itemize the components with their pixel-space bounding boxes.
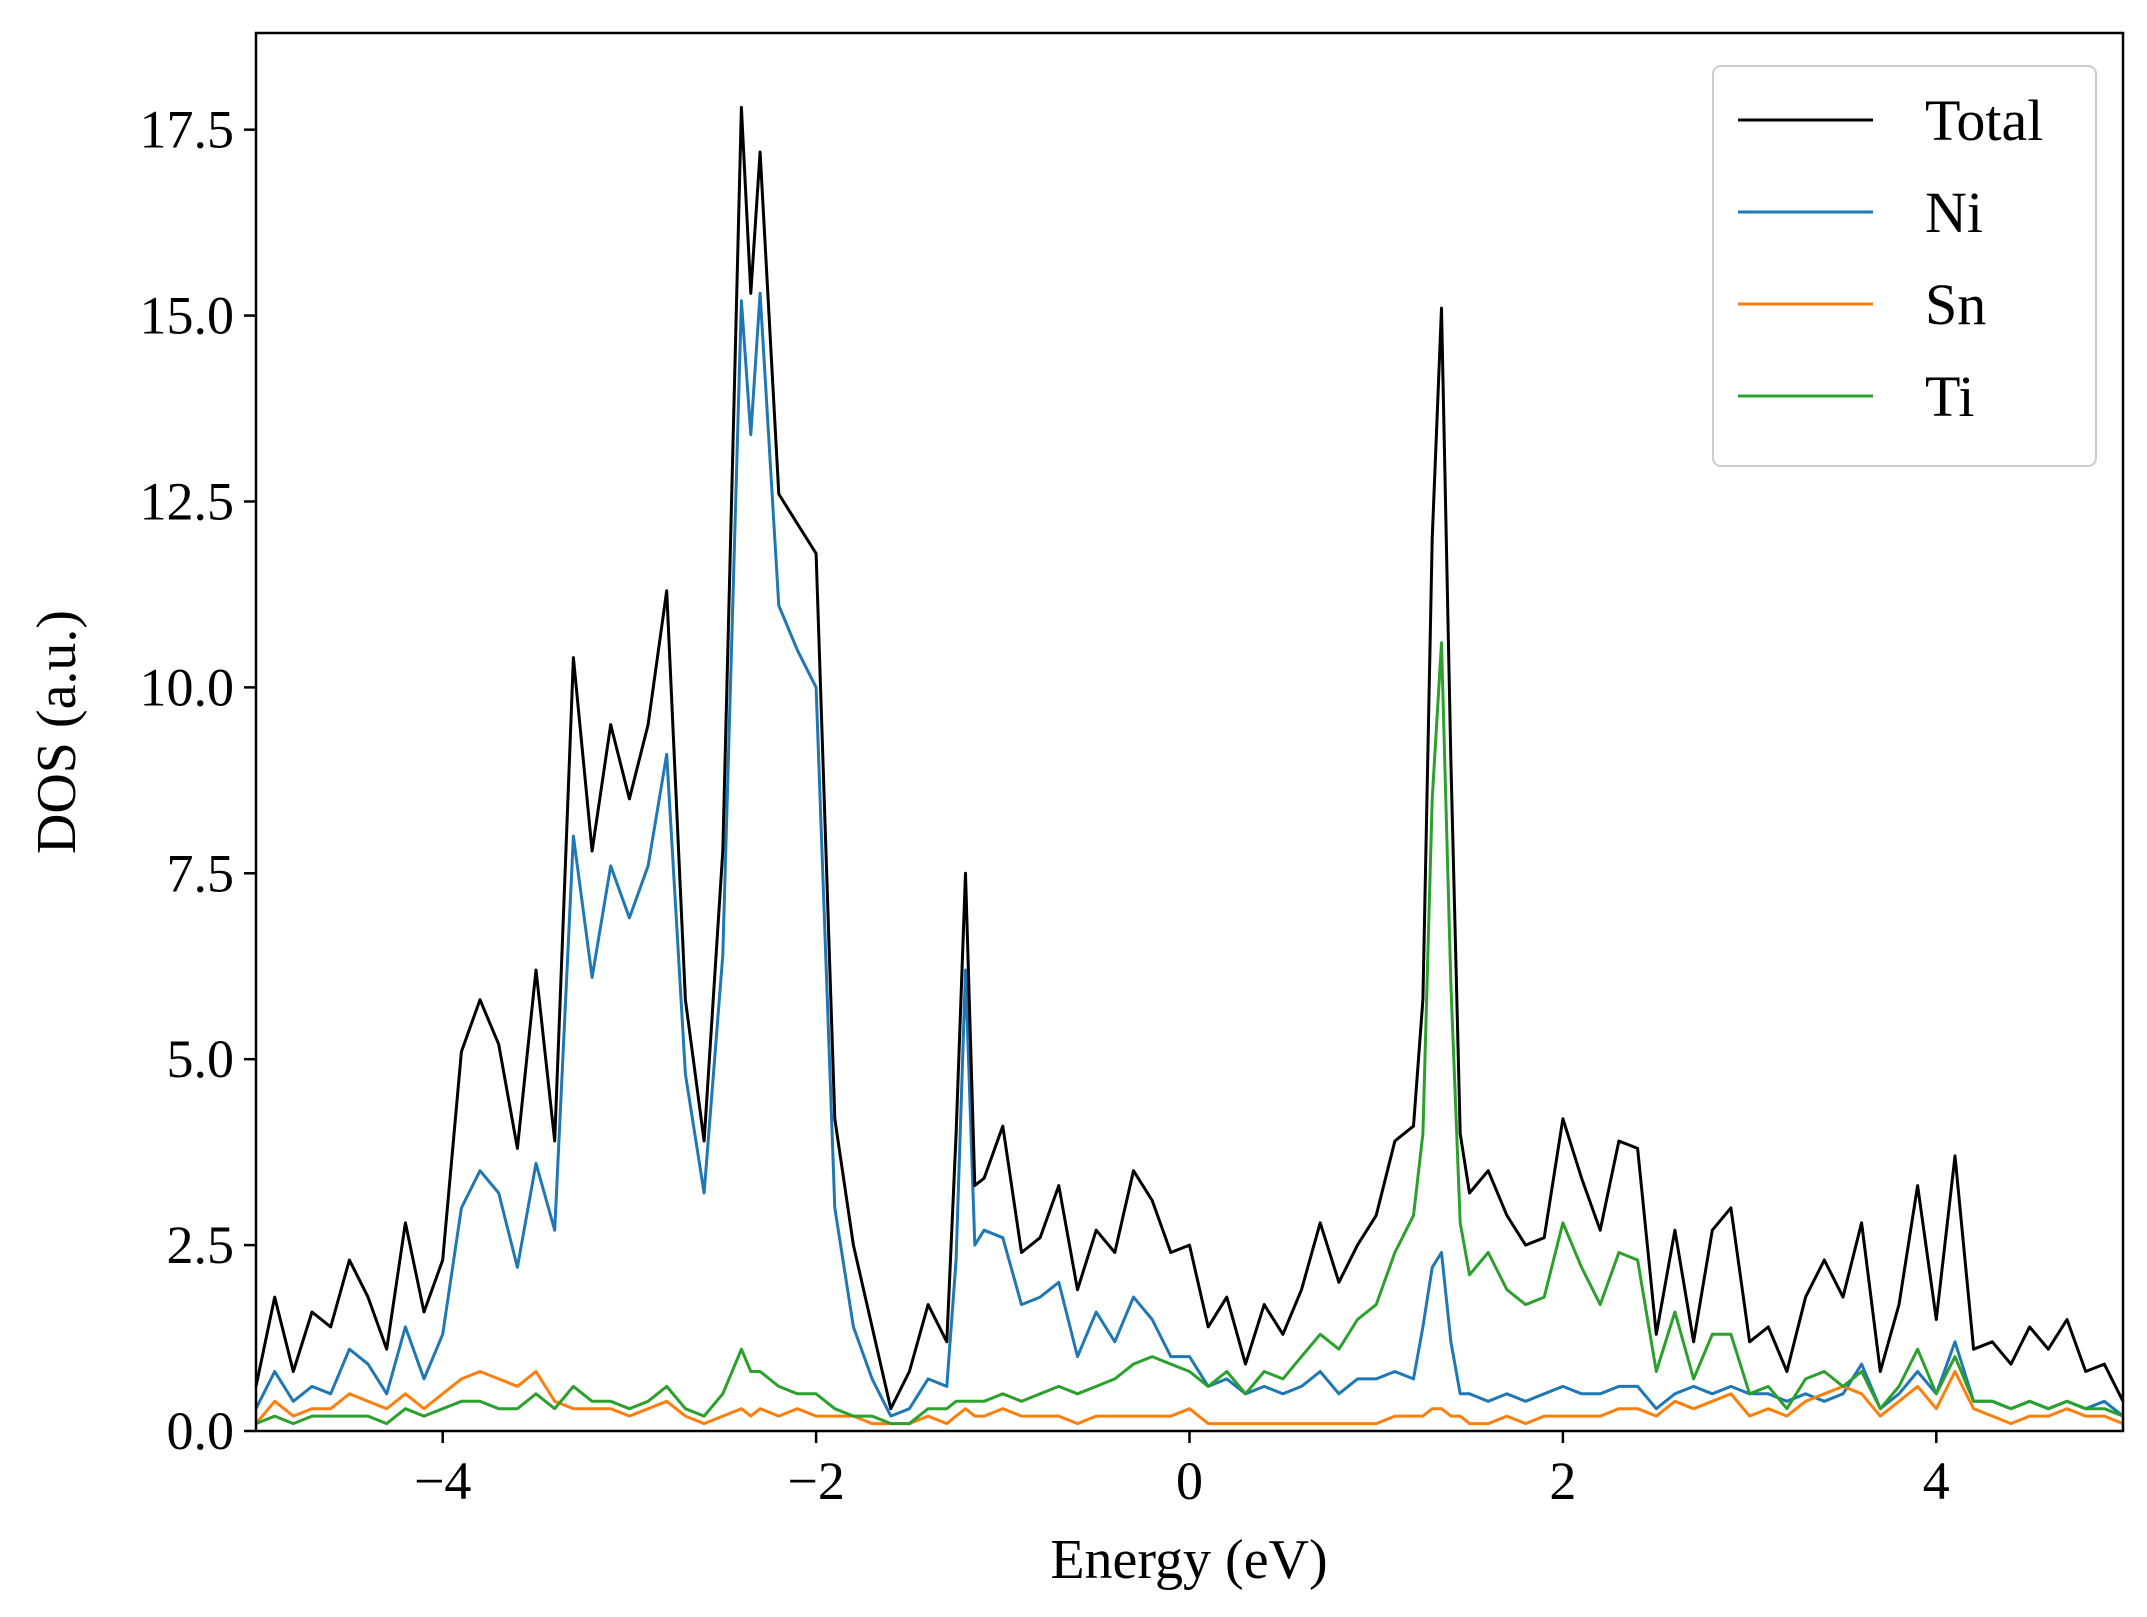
y-axis-title: DOS (a.u.) [26, 610, 88, 854]
legend-label-sn: Sn [1925, 272, 1986, 337]
legend-label-ni: Ni [1925, 180, 1983, 245]
series-layer [254, 105, 2125, 1426]
x-tick-label: −2 [787, 1451, 844, 1511]
y-axis: 0.0 2.5 5.0 7.5 10.0 12.5 15.0 17.5 [140, 100, 256, 1461]
y-tick-label: 7.5 [167, 843, 235, 903]
y-tick-label: 12.5 [140, 471, 235, 531]
x-tick-label: −4 [414, 1451, 471, 1511]
y-tick-label: 5.0 [167, 1029, 235, 1089]
legend-label-ti: Ti [1925, 364, 1975, 429]
x-tick-label: 0 [1176, 1451, 1203, 1511]
y-tick-label: 17.5 [140, 100, 235, 160]
y-tick-label: 10.0 [140, 657, 235, 717]
y-tick-label: 15.0 [140, 286, 235, 346]
x-tick-label: 2 [1549, 1451, 1576, 1511]
y-tick-label: 2.5 [167, 1215, 235, 1275]
x-axis: −4 −2 0 2 4 [414, 1431, 1950, 1511]
legend-box [1712, 65, 2097, 467]
series-line-total [254, 105, 2125, 1411]
x-axis-title: Energy (eV) [1050, 1529, 1327, 1591]
series-line-sn [254, 1370, 2124, 1426]
y-tick-label: 0.0 [167, 1401, 235, 1461]
legend-label-total: Total [1925, 88, 2043, 153]
legend: Total Ni Sn Ti [1712, 65, 2097, 467]
series-line-ti [255, 641, 2124, 1426]
x-tick-label: 4 [1923, 1451, 1950, 1511]
